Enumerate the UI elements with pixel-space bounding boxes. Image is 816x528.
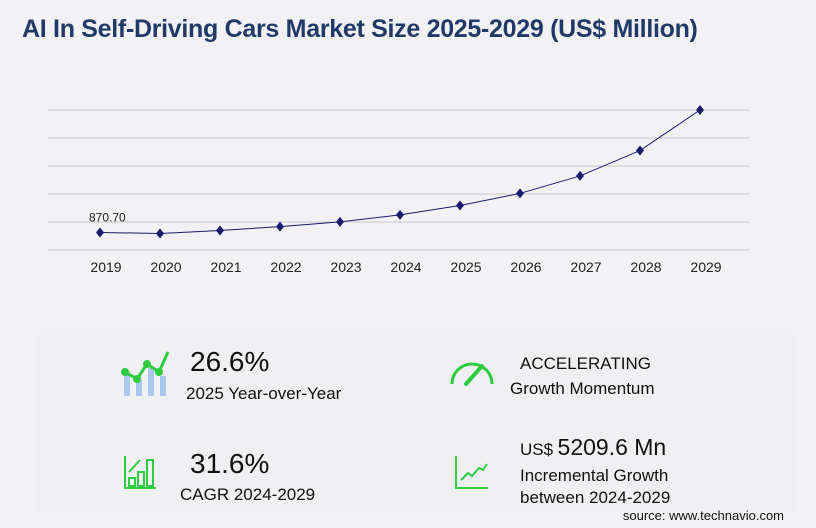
yoy-label: 2025 Year-over-Year <box>186 384 342 403</box>
incremental-label-2: between 2024-2029 <box>520 488 671 507</box>
page-title: AI In Self-Driving Cars Market Size 2025… <box>22 15 698 43</box>
yoy-value: 26.6% <box>190 346 270 377</box>
data-point <box>696 105 704 115</box>
stats-panel <box>34 330 794 512</box>
source-note: source: www.technavio.com <box>622 508 784 523</box>
momentum-label: Growth Momentum <box>510 379 655 398</box>
currency-prefix: US$ <box>520 440 554 459</box>
x-tick-label: 2019 <box>90 259 121 275</box>
cagr-value: 31.6% <box>190 448 270 479</box>
data-point <box>636 145 644 156</box>
data-point <box>276 221 284 232</box>
data-point <box>516 188 524 199</box>
x-tick-label: 2026 <box>510 259 541 275</box>
x-tick-label: 2021 <box>210 259 241 275</box>
momentum-value: ACCELERATING <box>520 354 651 373</box>
x-tick-label: 2020 <box>150 259 181 275</box>
x-tick-label: 2025 <box>450 259 481 275</box>
data-label: 870.70 <box>89 210 126 224</box>
data-point <box>396 209 404 220</box>
x-tick-label: 2023 <box>330 259 361 275</box>
bar-growth-icon <box>124 456 156 489</box>
incremental-value-row: US$ 5209.6 Mn <box>520 434 666 461</box>
cagr-label: CAGR 2024-2029 <box>180 485 316 504</box>
data-point <box>456 200 464 211</box>
x-tick-label: 2027 <box>570 259 601 275</box>
x-tick-label: 2029 <box>690 259 721 275</box>
trend-up-icon <box>455 456 488 489</box>
data-point <box>216 225 224 236</box>
x-tick-label: 2022 <box>270 259 301 275</box>
growth-chart-icon <box>121 351 170 396</box>
incremental-label-1: Incremental Growth <box>520 466 669 485</box>
data-point <box>156 228 164 239</box>
data-point <box>336 216 344 227</box>
x-tick-label: 2028 <box>630 259 661 275</box>
data-point <box>576 170 584 181</box>
line-chart: 2019 870.70 2020 2021 2022 2023 2024 2025 2026 20… <box>48 105 750 275</box>
x-tick-label: 2024 <box>390 259 421 275</box>
incremental-value: 5209.6 Mn <box>557 434 667 460</box>
data-point <box>96 227 104 238</box>
speedometer-icon <box>450 362 494 386</box>
